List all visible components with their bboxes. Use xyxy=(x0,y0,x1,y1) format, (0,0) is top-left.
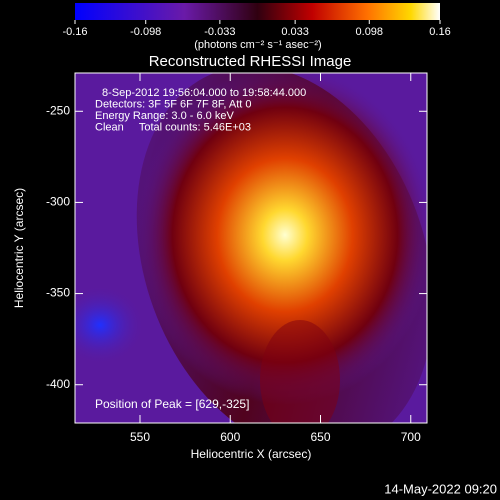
annotation: Energy Range: 3.0 - 6.0 keV xyxy=(95,110,234,122)
y-tick-label: -300 xyxy=(46,195,70,209)
plot-frame xyxy=(74,72,428,424)
x-tick-label: 700 xyxy=(401,430,421,444)
colorbar-tick-label: -0.16 xyxy=(62,26,87,38)
peak-label: Position of Peak = [629,-325] xyxy=(95,397,249,411)
chart-title: Reconstructed RHESSI Image xyxy=(149,53,352,70)
annotation: Detectors: 3F 5F 6F 7F 8F, Att 0 xyxy=(95,98,252,110)
colorbar-tick-label: 0.098 xyxy=(356,26,384,38)
x-axis-label: Heliocentric X (arcsec) xyxy=(191,447,312,461)
colorbar-tick-label: 0.033 xyxy=(281,26,309,38)
colorbar xyxy=(75,3,440,20)
y-tick-label: -250 xyxy=(46,103,70,117)
y-tick-label: -400 xyxy=(46,377,70,391)
annotation: 8-Sep-2012 19:56:04.000 to 19:58:44.000 xyxy=(102,87,306,99)
x-tick-label: 650 xyxy=(310,430,330,444)
annotation: Clean Total counts: 5.46E+03 xyxy=(95,121,251,133)
y-axis-label: Heliocentric Y (arcsec) xyxy=(12,188,26,308)
colorbar-tick-label: 0.16 xyxy=(429,26,450,38)
image xyxy=(75,73,427,423)
colorbar-tick-label: -0.033 xyxy=(204,26,235,38)
x-tick-label: 600 xyxy=(220,430,240,444)
colorbar-tick-label: -0.098 xyxy=(130,26,161,38)
x-tick-label: 550 xyxy=(130,430,150,444)
y-tick-label: -350 xyxy=(46,286,70,300)
colorbar-label: (photons cm⁻² s⁻¹ asec⁻²) xyxy=(194,39,321,51)
footer: 14-May-2022 09:20 xyxy=(384,481,497,496)
